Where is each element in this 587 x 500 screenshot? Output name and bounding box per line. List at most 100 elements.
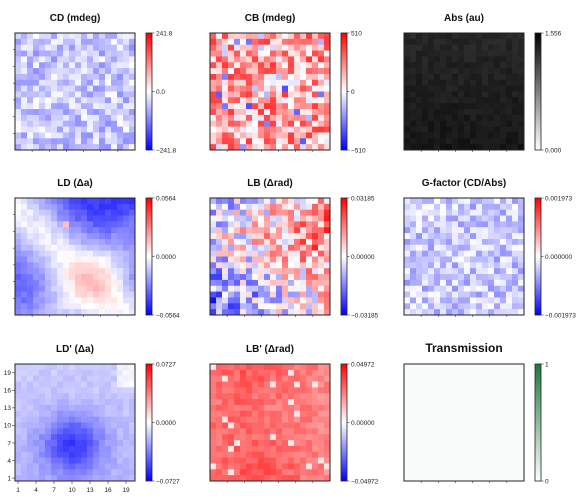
heatmap-cell (246, 422, 253, 429)
heatmap-cell (446, 369, 453, 377)
heatmap-cell (506, 469, 513, 476)
heatmap-cell (518, 451, 525, 458)
heatmap-cell (264, 91, 271, 98)
heatmap-cell (294, 221, 301, 228)
heatmap-cell (488, 422, 495, 429)
heatmap-cell (264, 238, 271, 246)
heatmap-cell (446, 238, 453, 246)
heatmap-cell (210, 50, 217, 57)
heatmap-cell (222, 203, 229, 211)
heatmap-cell (105, 79, 112, 87)
heatmap-cell (282, 109, 289, 116)
heatmap-cell (270, 381, 277, 388)
heatmap-cell (512, 227, 519, 234)
heatmap-cell (57, 126, 64, 133)
heatmap-cell (434, 256, 441, 263)
heatmap-cell (33, 309, 40, 316)
heatmap-cell (494, 198, 501, 205)
heatmap-cell (69, 279, 76, 287)
heatmap-cell (234, 215, 241, 222)
heatmap-cell (482, 387, 489, 394)
heatmap-cell (111, 434, 118, 441)
heatmap-cell (123, 33, 130, 40)
heatmap-cell (210, 198, 217, 205)
heatmap-cell (123, 238, 130, 246)
heatmap-cell (306, 114, 313, 122)
heatmap-cell (428, 457, 435, 464)
heatmap-cell (422, 132, 429, 139)
heatmap-cell (452, 109, 459, 116)
heatmap-cell (494, 138, 501, 145)
heatmap-cell (324, 469, 331, 476)
heatmap-cell (93, 103, 100, 110)
heatmap-cell (428, 132, 435, 139)
heatmap-cell (518, 68, 525, 75)
heatmap-cell (93, 38, 100, 46)
heatmap-cell (222, 262, 229, 269)
heatmap-cell (446, 475, 453, 482)
heatmap-cell (216, 244, 223, 252)
heatmap-cell (75, 268, 82, 275)
heatmap-cell (69, 126, 76, 133)
heatmap-cell (33, 215, 40, 222)
heatmap-cell (45, 73, 52, 81)
heatmap-cell (45, 138, 52, 145)
heatmap-cell (318, 440, 325, 447)
heatmap-cell (324, 256, 331, 263)
heatmap-cell (246, 250, 253, 257)
heatmap-cell (318, 109, 325, 116)
heatmap-cell (452, 221, 459, 228)
heatmap-cell (123, 268, 130, 275)
heatmap-cell (434, 38, 441, 46)
heatmap-cell (63, 50, 70, 57)
heatmap-cell (294, 109, 301, 116)
heatmap-cell (282, 215, 289, 222)
heatmap-cell (476, 126, 483, 133)
heatmap-cell (464, 291, 471, 298)
heatmap-cell (252, 268, 259, 275)
heatmap-cell (51, 132, 58, 139)
heatmap-cell (45, 56, 52, 63)
plot-frame (14, 197, 136, 316)
heatmap-cell (446, 97, 453, 104)
heatmap-cell (476, 375, 483, 382)
colorbar (534, 363, 542, 482)
heatmap-cell (45, 369, 52, 377)
heatmap-cell (39, 33, 46, 40)
heatmap-cell (476, 387, 483, 394)
heatmap-cell (240, 198, 247, 205)
heatmap-cell (428, 463, 435, 470)
heatmap-cell (105, 114, 112, 122)
heatmap-cell (422, 416, 429, 423)
heatmap-cell (500, 56, 507, 63)
heatmap-cell (63, 375, 70, 382)
heatmap-cell (216, 434, 223, 441)
heatmap-cell (482, 381, 489, 388)
heatmap-cell (410, 297, 417, 304)
heatmap-cell (117, 138, 124, 145)
heatmap-cell (270, 463, 277, 470)
heatmap-cell (482, 404, 489, 412)
heatmap-cell (228, 126, 235, 133)
heatmap-cell (240, 279, 247, 287)
heatmap-cell (306, 422, 313, 429)
heatmap-cell (324, 62, 331, 69)
heatmap-cell (446, 469, 453, 476)
heatmap-cell (324, 410, 331, 418)
heatmap-cell (416, 463, 423, 470)
heatmap-cell (240, 399, 247, 406)
heatmap-cell (210, 209, 217, 216)
panel-title: Transmission (425, 341, 502, 355)
heatmap-cell (240, 422, 247, 429)
heatmap-cell (240, 274, 247, 281)
heatmap-cell (428, 198, 435, 205)
heatmap-cell (63, 303, 70, 310)
heatmap-cell (228, 457, 235, 464)
heatmap-cell (452, 364, 459, 371)
heatmap-cell (464, 227, 471, 234)
heatmap-cell (410, 198, 417, 205)
heatmap-cell (294, 428, 301, 435)
heatmap-cell (234, 285, 241, 292)
heatmap-cell (216, 297, 223, 304)
heatmap-cell (488, 268, 495, 275)
